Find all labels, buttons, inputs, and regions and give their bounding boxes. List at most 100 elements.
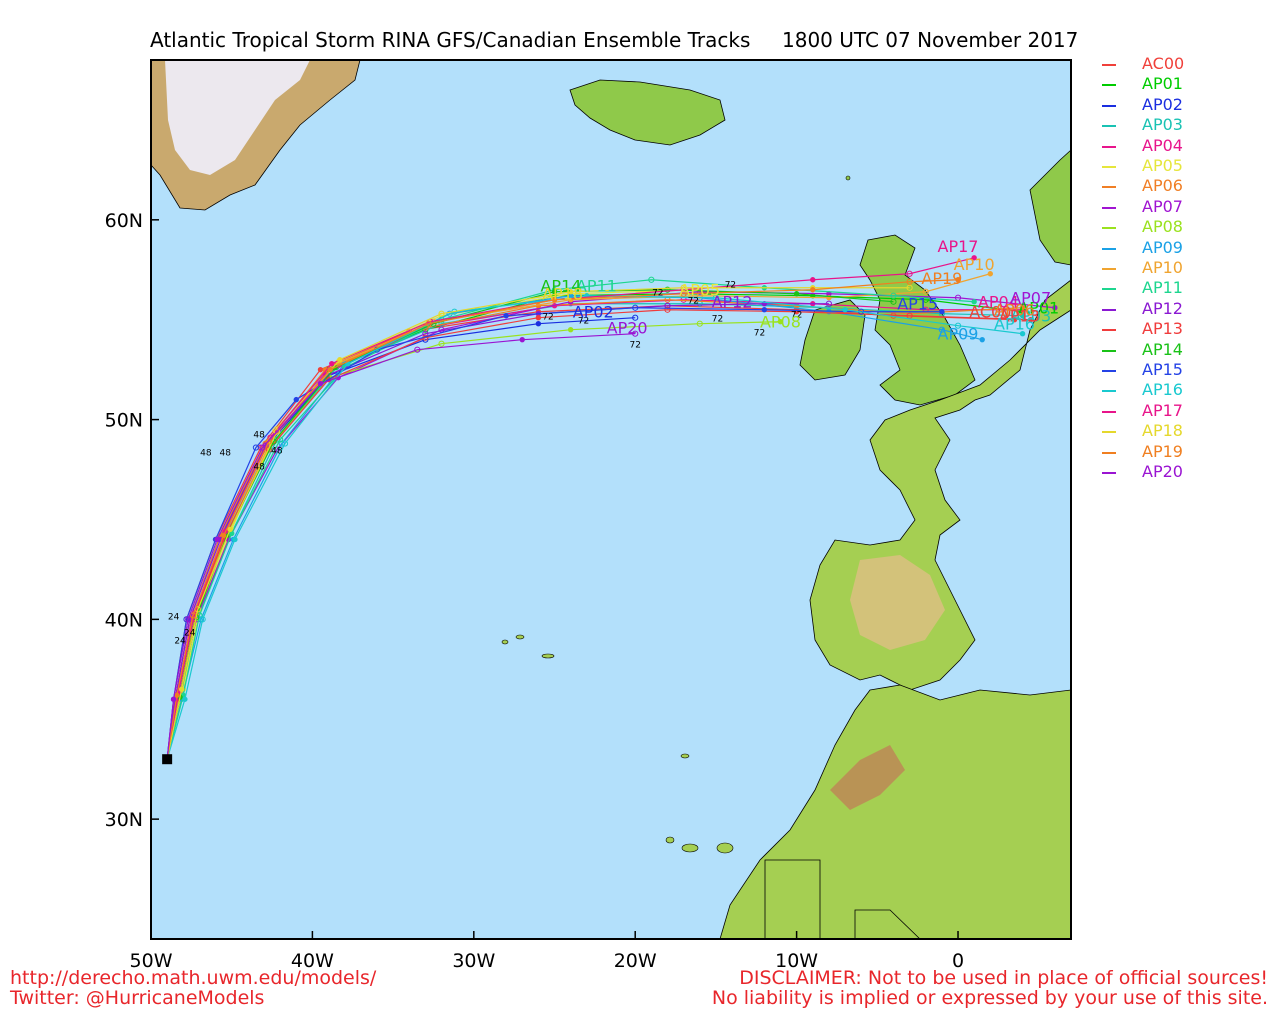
track-point — [535, 321, 542, 327]
forecast-hour-label: 48 — [253, 431, 265, 441]
track-point — [551, 297, 558, 303]
track-ap10 — [166, 273, 991, 760]
legend-label: AP15 — [1142, 360, 1183, 379]
track-point — [906, 284, 913, 291]
source-url[interactable]: http://derecho.math.uwm.edu/models/ — [10, 967, 377, 989]
track-point — [329, 360, 335, 367]
disclaimer-line-1: DISCLAIMER: Not to be used in place of o… — [739, 967, 1268, 989]
legend-swatch — [1102, 308, 1116, 311]
forecast-hour-label: 48 — [253, 463, 265, 473]
track-point — [793, 291, 800, 297]
track-point — [535, 315, 542, 321]
map-title: Atlantic Tropical Storm RINA GFS/Canadia… — [150, 28, 751, 52]
track-end-label: AP20 — [607, 319, 648, 338]
track-point — [825, 300, 832, 307]
track-point — [696, 286, 703, 293]
track-point — [696, 288, 703, 295]
track-point — [971, 255, 977, 261]
legend-swatch — [1102, 349, 1116, 352]
forecast-hour-label: 72 — [791, 311, 802, 321]
forecast-hour-label: 72 — [688, 297, 699, 307]
track-point — [712, 294, 720, 301]
track-point — [906, 278, 913, 285]
track-end-label: AP01 — [1018, 299, 1059, 318]
legend-swatch — [1102, 247, 1116, 250]
legend-label: AP05 — [1142, 156, 1183, 175]
track-end-label: AP16 — [994, 315, 1035, 334]
map-timestamp: 1800 UTC 07 November 2017 — [782, 28, 1079, 52]
forecast-hour-label: 24 — [174, 636, 186, 646]
track-point — [979, 336, 985, 343]
legend-label: AP13 — [1142, 319, 1183, 339]
track-end-label: AP08 — [760, 313, 801, 332]
forecast-hour-label: 72 — [652, 289, 663, 299]
track-point — [680, 286, 687, 293]
disclaimer-line-2: No liability is implied or expressed by … — [711, 987, 1268, 1009]
legend-swatch — [1102, 125, 1116, 128]
legend-swatch — [1102, 166, 1116, 168]
track-point — [632, 314, 639, 321]
forecast-hour-label: 24 — [184, 628, 196, 638]
legend-swatch — [1102, 104, 1116, 107]
track-end-label: AP18 — [542, 285, 583, 304]
forecast-hour-label: 72 — [629, 341, 640, 351]
track-point — [317, 380, 324, 387]
track-point — [906, 270, 913, 277]
legend-label: AP07 — [1142, 196, 1183, 216]
track-point — [955, 277, 961, 283]
x-tick-label: 50W — [130, 950, 173, 972]
track-end-label: AP12 — [712, 293, 753, 312]
footer-left: http://derecho.math.uwm.edu/models/ Twit… — [10, 968, 376, 1008]
track-point — [810, 287, 816, 293]
track-ap15 — [166, 307, 942, 760]
legend-swatch — [1102, 431, 1116, 434]
track-ap11 — [166, 279, 975, 760]
legend-label: AP06 — [1142, 176, 1183, 196]
legend-label: AC00 — [1142, 54, 1185, 73]
legend-label: AP09 — [1142, 237, 1183, 257]
legend-swatch — [1102, 64, 1116, 66]
track-point — [317, 366, 324, 373]
track-point — [696, 320, 703, 327]
track-point — [680, 290, 687, 297]
legend-swatch — [1102, 145, 1116, 148]
legend-label: AP08 — [1142, 217, 1183, 237]
track-point — [906, 310, 913, 317]
map-frame — [150, 59, 1072, 940]
x-tick-label: 40W — [291, 950, 334, 972]
twitter-handle: Twitter: @HurricaneModels — [10, 987, 265, 1009]
track-ap20 — [166, 333, 636, 760]
track-point — [938, 326, 945, 333]
track-point — [664, 286, 671, 293]
scandinavia — [1029, 149, 1071, 266]
track-point — [1019, 305, 1026, 311]
legend-swatch — [1102, 268, 1116, 270]
track-point — [438, 310, 445, 317]
track-end-label: AP07 — [1010, 289, 1051, 308]
track-end-label: AP19 — [921, 269, 962, 288]
iberia-highlands — [850, 555, 945, 650]
legend-label: AP16 — [1142, 380, 1183, 400]
track-point — [567, 326, 574, 333]
forecast-hour-label: 72 — [578, 317, 589, 327]
forecast-hour-label: 72 — [712, 315, 723, 325]
storm-start-marker — [162, 754, 173, 765]
legend-label: AP10 — [1142, 258, 1183, 277]
legend-label: AP17 — [1142, 400, 1183, 420]
atlas-mountains — [830, 745, 905, 810]
track-end-label: AP10 — [954, 255, 995, 274]
legend-label: AP18 — [1142, 421, 1183, 441]
track-end-label: AP14 — [540, 277, 581, 296]
track-point — [1019, 330, 1026, 337]
legend-swatch — [1102, 390, 1116, 393]
track-point — [174, 692, 180, 698]
forecast-hour-label: 72 — [754, 329, 765, 339]
track-end-label: AP04 — [978, 293, 1019, 312]
track-point — [1052, 305, 1058, 311]
legend-label: AP02 — [1142, 94, 1183, 114]
legend-swatch — [1102, 227, 1116, 230]
forecast-hour-label: 48 — [220, 449, 232, 459]
track-end-label: AP11 — [576, 277, 617, 296]
